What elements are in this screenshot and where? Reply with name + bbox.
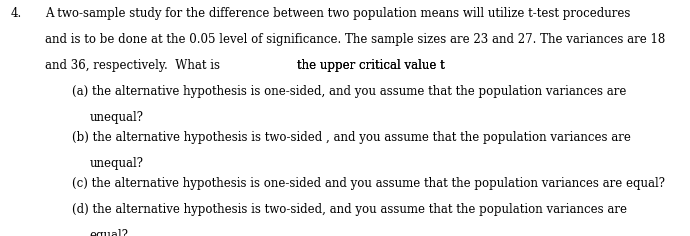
Text: A two-sample study for the difference between two population means will utilize : A two-sample study for the difference be… [45, 7, 630, 20]
Text: (a) the alternative hypothesis is one-sided, and you assume that the population : (a) the alternative hypothesis is one-si… [72, 85, 627, 98]
Text: the upper critical value t: the upper critical value t [297, 59, 444, 72]
Text: unequal?: unequal? [90, 157, 144, 170]
Text: 4.: 4. [10, 7, 21, 20]
Text: unequal?: unequal? [90, 111, 144, 124]
Text: and is to be done at the 0.05 level of significance. The sample sizes are 23 and: and is to be done at the 0.05 level of s… [45, 33, 665, 46]
Text: (c) the alternative hypothesis is one-sided and you assume that the population v: (c) the alternative hypothesis is one-si… [72, 177, 665, 190]
Text: and 36, respectively.  What is: and 36, respectively. What is [45, 59, 220, 72]
Text: equal?: equal? [90, 229, 129, 236]
Text: the upper critical value t: the upper critical value t [297, 59, 444, 72]
Text: (d) the alternative hypothesis is two-sided, and you assume that the population : (d) the alternative hypothesis is two-si… [72, 203, 627, 216]
Text: (b) the alternative hypothesis is two-sided , and you assume that the population: (b) the alternative hypothesis is two-si… [72, 131, 631, 144]
